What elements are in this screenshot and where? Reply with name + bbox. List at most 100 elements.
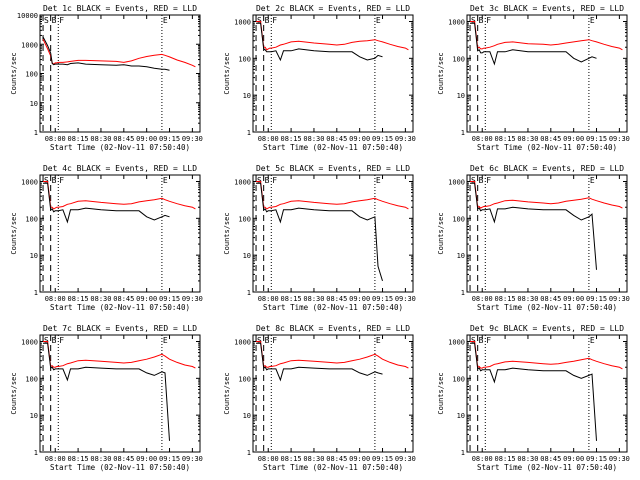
x-tick-label: 09:15 — [159, 135, 180, 143]
x-axis-label: Start Time (02-Nov-11 07:50:40) — [263, 303, 403, 312]
y-tick-label: 1 — [247, 289, 251, 297]
y-tick-label: 100 — [25, 215, 38, 223]
interval-marker-label: S — [257, 16, 262, 25]
chart-title: Det 5c BLACK = Events, RED = LLD — [256, 164, 410, 173]
y-tick-label: 1 — [247, 449, 251, 457]
interval-marker-label: E — [590, 16, 595, 25]
interval-marker-label: B — [265, 336, 270, 345]
lld-series-line — [470, 181, 623, 209]
interval-marker-label: F — [272, 16, 277, 25]
y-tick-label: 100 — [238, 375, 251, 383]
y-tick-label: 100 — [452, 55, 465, 63]
x-tick-label: 08:30 — [303, 455, 324, 463]
interval-marker-label: F — [272, 176, 277, 185]
chart-title: Det 7c BLACK = Events, RED = LLD — [43, 324, 197, 333]
plot-frame — [252, 334, 414, 453]
x-tick-label: 08:15 — [495, 295, 516, 303]
y-tick-label: 1000 — [234, 18, 251, 26]
interval-marker-label: F — [59, 16, 64, 25]
x-tick-label: 08:00 — [258, 135, 279, 143]
x-tick-label: 09:15 — [372, 455, 393, 463]
x-tick-label: 08:30 — [517, 295, 538, 303]
x-tick-label: 09:00 — [136, 135, 157, 143]
x-axis-label: Start Time (02-Nov-11 07:50:40) — [477, 463, 617, 472]
y-axis-label: Counts/sec — [437, 52, 445, 94]
x-tick-label: 08:45 — [326, 295, 347, 303]
x-tick-label: 08:15 — [495, 455, 516, 463]
interval-marker-label: B — [479, 336, 484, 345]
x-tick-label: 08:15 — [68, 135, 89, 143]
x-tick-label: 09:15 — [586, 295, 607, 303]
y-tick-label: 10 — [243, 252, 251, 260]
lld-series-line — [43, 181, 196, 210]
plot-frame — [466, 174, 628, 293]
x-tick-label: 08:15 — [68, 455, 89, 463]
interval-marker-label: B — [479, 16, 484, 25]
x-tick-label: 09:30 — [609, 135, 630, 143]
x-tick-label: 08:00 — [45, 295, 66, 303]
y-axis-label: Counts/sec — [10, 52, 18, 94]
interval-marker-label: S — [44, 16, 49, 25]
x-tick-label: 08:00 — [472, 455, 493, 463]
interval-marker-label: S — [471, 16, 476, 25]
interval-marker-label: B — [479, 176, 484, 185]
plot-frame — [466, 334, 628, 453]
y-tick-label: 10 — [457, 412, 465, 420]
x-tick-label: 09:30 — [609, 295, 630, 303]
interval-marker-label: E — [590, 176, 595, 185]
interval-marker-label: E — [590, 336, 595, 345]
y-axis-label: Counts/sec — [223, 372, 231, 414]
interval-marker-label: S — [44, 336, 49, 345]
y-tick-label: 100 — [238, 215, 251, 223]
x-axis-label: Start Time (02-Nov-11 07:50:40) — [50, 303, 190, 312]
plot-frame — [39, 174, 201, 293]
interval-marker-label: E — [163, 336, 168, 345]
y-axis-label: Counts/sec — [437, 212, 445, 254]
y-tick-label: 100 — [25, 71, 38, 79]
events-series-line — [256, 22, 383, 62]
plot-frame — [39, 14, 201, 133]
y-axis-label: Counts/sec — [223, 52, 231, 94]
y-tick-label: 10 — [30, 252, 38, 260]
interval-marker-label: F — [486, 336, 491, 345]
interval-marker-label: B — [52, 336, 57, 345]
interval-marker-label: E — [376, 16, 381, 25]
events-series-line — [470, 22, 597, 66]
x-tick-label: 08:45 — [113, 295, 134, 303]
interval-marker-label: F — [486, 176, 491, 185]
x-tick-label: 08:15 — [281, 455, 302, 463]
interval-marker-label: B — [265, 176, 270, 185]
chart-panel-2: Det 2c BLACK = Events, RED = LLD 1 10 100 10… — [223, 4, 416, 152]
x-tick-label: 09:00 — [349, 455, 370, 463]
x-tick-label: 08:45 — [540, 455, 561, 463]
interval-marker-label: S — [471, 176, 476, 185]
chart-title: Det 3c BLACK = Events, RED = LLD — [470, 4, 624, 13]
y-tick-label: 10 — [457, 92, 465, 100]
y-tick-label: 100 — [452, 375, 465, 383]
x-tick-label: 08:15 — [281, 295, 302, 303]
chart-panel-3: Det 3c BLACK = Events, RED = LLD 1 10 100 10… — [437, 4, 630, 152]
y-tick-label: 1000 — [448, 18, 465, 26]
y-tick-label: 1 — [34, 449, 38, 457]
y-tick-label: 1000 — [448, 338, 465, 346]
chart-panel-7: Det 7c BLACK = Events, RED = LLD 1 10 100 10… — [10, 324, 203, 472]
y-axis-label: Counts/sec — [10, 212, 18, 254]
x-axis-label: Start Time (02-Nov-11 07:50:40) — [477, 303, 617, 312]
x-tick-label: 08:30 — [303, 135, 324, 143]
interval-marker-label: F — [59, 176, 64, 185]
x-tick-label: 09:30 — [395, 295, 416, 303]
chart-panel-8: Det 8c BLACK = Events, RED = LLD 1 10 100 10… — [223, 324, 416, 472]
y-tick-label: 1000 — [21, 178, 38, 186]
x-axis-label: Start Time (02-Nov-11 07:50:40) — [263, 463, 403, 472]
y-tick-label: 1 — [461, 289, 465, 297]
interval-marker-label: B — [265, 16, 270, 25]
x-tick-label: 08:30 — [303, 295, 324, 303]
x-tick-label: 09:30 — [395, 455, 416, 463]
x-tick-label: 09:15 — [372, 135, 393, 143]
y-tick-label: 1000 — [234, 338, 251, 346]
lld-series-line — [256, 181, 409, 210]
x-axis-label: Start Time (02-Nov-11 07:50:40) — [477, 143, 617, 152]
lld-series-line — [470, 341, 623, 370]
chart-title: Det 8c BLACK = Events, RED = LLD — [256, 324, 410, 333]
interval-marker-label: S — [257, 176, 262, 185]
